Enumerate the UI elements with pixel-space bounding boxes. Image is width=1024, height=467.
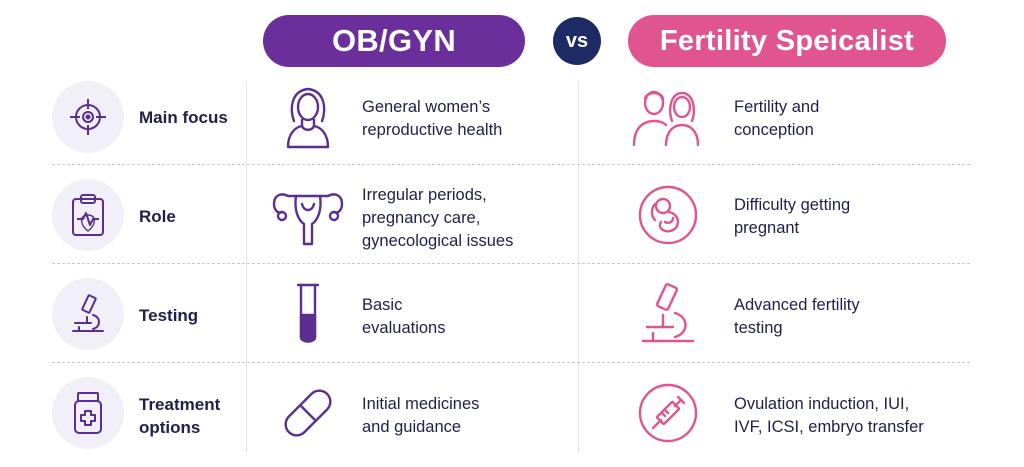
fs-text: Advanced fertility testing [734, 296, 860, 337]
row-label: Main focus [139, 108, 228, 127]
fertility-specialist-title: Fertility Speicalist [659, 24, 915, 57]
ob-text: Initial medicines and guidance [362, 395, 480, 436]
vs-label: vs [565, 29, 589, 52]
obgyn-header-pill: OB/GYN [263, 15, 525, 67]
row-testing: Testing Basic evaluations Advanced ferti… [0, 265, 1024, 363]
ob-text: Irregular periods, pregnancy care, gynec… [362, 186, 514, 250]
fetus-icon [628, 175, 708, 255]
test-tube-icon [268, 274, 348, 354]
row-label: Role [139, 207, 176, 226]
row-treatment-options: Treatment options Initial medicines and … [0, 364, 1024, 462]
fs-text: Fertility and conception [734, 98, 820, 139]
uterus-icon [268, 175, 348, 255]
vs-badge: vs [553, 17, 601, 65]
row-divider [52, 362, 970, 363]
row-role: Role Irregular periods, pregnancy care, … [0, 166, 1024, 264]
microscope-icon [628, 274, 708, 354]
ob-text: Basic evaluations [362, 296, 446, 337]
medicine-bottle-icon [52, 377, 124, 449]
fs-text: Ovulation induction, IUI, IVF, ICSI, emb… [734, 395, 924, 436]
woman-icon [268, 76, 348, 156]
target-icon [52, 81, 124, 153]
microscope-icon [52, 278, 124, 350]
obgyn-title: OB/GYN [331, 23, 457, 58]
fs-text: Difficulty getting pregnant [734, 196, 851, 237]
row-label: Treatment options [139, 395, 221, 437]
fertility-specialist-header-pill: Fertility Speicalist [628, 15, 946, 67]
row-divider [52, 164, 970, 165]
row-main-focus: Main focus General women’s reproductive … [0, 68, 1024, 166]
row-label: Testing [139, 306, 199, 325]
clipboard-heartbeat-icon [52, 179, 124, 251]
couple-icon [628, 76, 708, 156]
row-divider [52, 263, 970, 264]
ob-text: General women’s reproductive health [362, 98, 503, 139]
syringe-icon [628, 373, 708, 453]
column-divider-left [246, 82, 247, 452]
pill-icon [268, 373, 348, 453]
column-divider-middle [578, 82, 579, 452]
